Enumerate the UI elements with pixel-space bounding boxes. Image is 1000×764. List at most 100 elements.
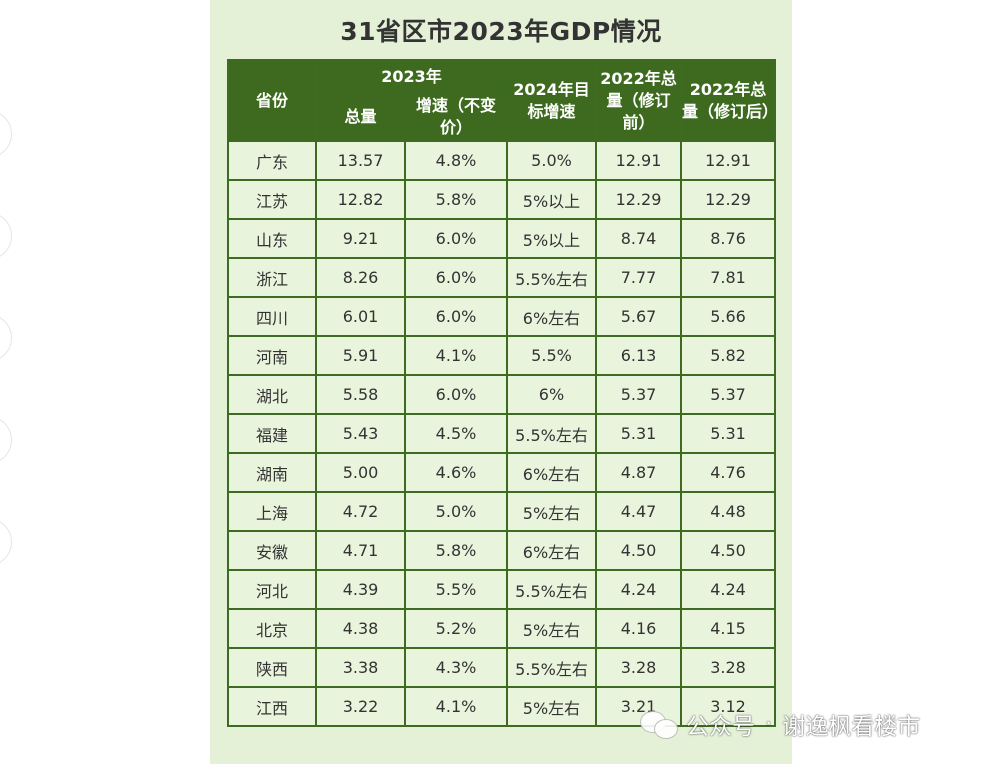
cell-2022-before: 7.77 [595, 257, 682, 298]
table-row: 湖北 5.58 6.0% 6% 5.37 5.37 [227, 374, 776, 415]
wechat-logo-icon [640, 709, 678, 739]
cell-2022-before: 12.91 [595, 140, 682, 181]
watermark-label: 公众号 [686, 714, 755, 740]
cell-growth: 5.8% [404, 179, 508, 220]
cell-2022-after: 4.76 [680, 452, 776, 493]
cell-target: 5.5%左右 [506, 569, 597, 610]
watermark: 公众号 · 谢逸枫看楼市 [640, 704, 920, 744]
cell-target: 5.5%左右 [506, 413, 597, 454]
side-circle-button[interactable] [0, 110, 12, 158]
table-row: 河南 5.91 4.1% 5.5% 6.13 5.82 [227, 335, 776, 376]
cell-target: 6% [506, 374, 597, 415]
cell-2022-before: 5.31 [595, 413, 682, 454]
header-year-2023: 2023年 [315, 59, 508, 94]
cell-total: 4.39 [315, 569, 406, 610]
cell-province: 北京 [227, 608, 317, 649]
cell-growth: 4.8% [404, 140, 508, 181]
table-row: 湖南 5.00 4.6% 6%左右 4.87 4.76 [227, 452, 776, 493]
cell-province: 湖南 [227, 452, 317, 493]
watermark-separator: · [765, 711, 773, 737]
cell-total: 9.21 [315, 218, 406, 259]
cell-target: 5.0% [506, 140, 597, 181]
cell-growth: 5.2% [404, 608, 508, 649]
cell-2022-after: 5.31 [680, 413, 776, 454]
cell-total: 3.38 [315, 647, 406, 688]
cell-target: 6%左右 [506, 530, 597, 571]
cell-target: 5%左右 [506, 491, 597, 532]
side-circle-button[interactable] [0, 416, 12, 464]
cell-province: 湖北 [227, 374, 317, 415]
table-row: 广东 13.57 4.8% 5.0% 12.91 12.91 [227, 140, 776, 181]
cell-province: 江苏 [227, 179, 317, 220]
cell-total: 5.58 [315, 374, 406, 415]
table-row: 河北 4.39 5.5% 5.5%左右 4.24 4.24 [227, 569, 776, 610]
table-row: 浙江 8.26 6.0% 5.5%左右 7.77 7.81 [227, 257, 776, 298]
cell-2022-before: 4.87 [595, 452, 682, 493]
cell-growth: 4.5% [404, 413, 508, 454]
side-circle-button[interactable] [0, 518, 12, 566]
table-row: 江苏 12.82 5.8% 5%以上 12.29 12.29 [227, 179, 776, 220]
cell-growth: 4.1% [404, 686, 508, 727]
cell-2022-after: 12.29 [680, 179, 776, 220]
cell-2022-after: 4.48 [680, 491, 776, 532]
cell-target: 5%左右 [506, 608, 597, 649]
cell-province: 河北 [227, 569, 317, 610]
side-circle-button[interactable] [0, 314, 12, 362]
cell-total: 4.71 [315, 530, 406, 571]
cell-province: 山东 [227, 218, 317, 259]
cell-total: 12.82 [315, 179, 406, 220]
table-row: 上海 4.72 5.0% 5%左右 4.47 4.48 [227, 491, 776, 532]
table-image-panel: 31省区市2023年GDP情况 省份 2023年 2024年目标增速 2022年… [210, 0, 792, 764]
cell-growth: 6.0% [404, 218, 508, 259]
table-row: 四川 6.01 6.0% 6%左右 5.67 5.66 [227, 296, 776, 337]
cell-target: 5%以上 [506, 179, 597, 220]
cell-2022-before: 4.24 [595, 569, 682, 610]
cell-growth: 6.0% [404, 296, 508, 337]
cell-total: 8.26 [315, 257, 406, 298]
cell-total: 6.01 [315, 296, 406, 337]
cell-2022-before: 12.29 [595, 179, 682, 220]
cell-total: 3.22 [315, 686, 406, 727]
cell-total: 5.43 [315, 413, 406, 454]
cell-total: 4.72 [315, 491, 406, 532]
cell-province: 上海 [227, 491, 317, 532]
cell-2022-after: 7.81 [680, 257, 776, 298]
table-row: 福建 5.43 4.5% 5.5%左右 5.31 5.31 [227, 413, 776, 454]
table-row: 北京 4.38 5.2% 5%左右 4.16 4.15 [227, 608, 776, 649]
cell-2022-after: 3.12 [680, 686, 776, 727]
cell-2022-after: 5.37 [680, 374, 776, 415]
cell-2022-before: 8.74 [595, 218, 682, 259]
cell-2022-after: 5.82 [680, 335, 776, 376]
table-row: 山东 9.21 6.0% 5%以上 8.74 8.76 [227, 218, 776, 259]
cell-total: 13.57 [315, 140, 406, 181]
cell-2022-after: 12.91 [680, 140, 776, 181]
gdp-table: 省份 2023年 2024年目标增速 2022年总量（修订前） 2022年总量（… [227, 59, 776, 727]
cell-target: 5.5%左右 [506, 647, 597, 688]
cell-growth: 6.0% [404, 374, 508, 415]
cell-total: 5.91 [315, 335, 406, 376]
cell-2022-before: 5.67 [595, 296, 682, 337]
cell-growth: 4.1% [404, 335, 508, 376]
cell-total: 4.38 [315, 608, 406, 649]
cell-province: 河南 [227, 335, 317, 376]
cell-target: 6%左右 [506, 296, 597, 337]
cell-target: 5%以上 [506, 218, 597, 259]
cell-total: 5.00 [315, 452, 406, 493]
header-total: 总量 [315, 92, 406, 142]
cell-province: 江西 [227, 686, 317, 727]
cell-2022-after: 4.15 [680, 608, 776, 649]
cell-target: 5%左右 [506, 686, 597, 727]
side-circle-button[interactable] [0, 212, 12, 260]
cell-target: 5.5% [506, 335, 597, 376]
cell-province: 福建 [227, 413, 317, 454]
table-body: 广东 13.57 4.8% 5.0% 12.91 12.91 江苏 12.82 5.8% 5%以上… [227, 140, 776, 727]
header-province: 省份 [227, 59, 317, 142]
cell-province: 四川 [227, 296, 317, 337]
header-2022-after: 2022年总量（修订后） [680, 59, 776, 142]
cell-2022-before: 4.50 [595, 530, 682, 571]
cell-2022-after: 8.76 [680, 218, 776, 259]
watermark-author: 谢逸枫看楼市 [782, 714, 921, 740]
cell-2022-after: 4.50 [680, 530, 776, 571]
cell-province: 广东 [227, 140, 317, 181]
header-growth: 增速（不变价） [404, 92, 508, 142]
